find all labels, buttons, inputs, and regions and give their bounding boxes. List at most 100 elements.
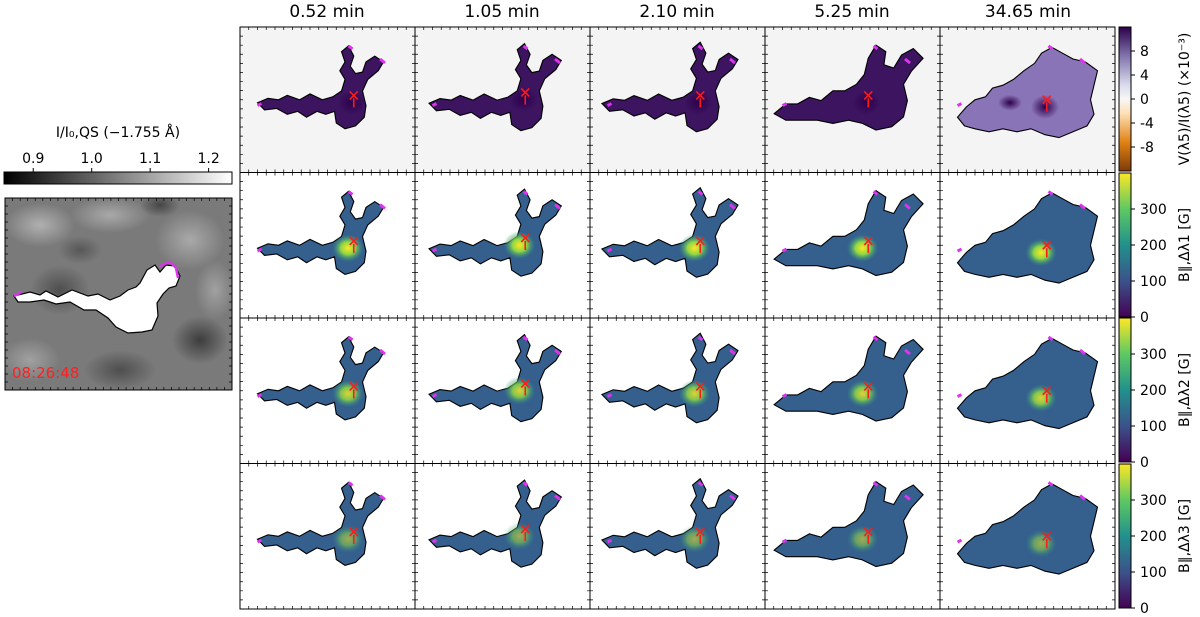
field-core — [332, 234, 364, 263]
field-core — [503, 522, 536, 551]
panel-r1-c3 — [764, 172, 941, 319]
colorbar-0-tick-0: 8 — [1140, 44, 1149, 60]
colorbar-0-tick-4: -8 — [1140, 140, 1154, 156]
edge-fragment — [781, 335, 911, 398]
marker-cross — [520, 233, 530, 250]
signal-core — [1031, 95, 1059, 120]
context-colorbar — [3, 171, 233, 185]
colorbar-2-tick-3: 0 — [1140, 455, 1149, 471]
panel-r0-c2 — [589, 26, 766, 173]
colorbar-field-3: 300 200 100 0 B∥,Δλ3 [G] — [1118, 463, 1193, 617]
colorbar-field-2-label: B∥,Δλ2 [G] — [1177, 353, 1193, 427]
marker-cross — [1042, 95, 1052, 112]
panel-ticks — [414, 463, 591, 610]
signal-core — [998, 94, 1022, 111]
panel-r0-c0 — [239, 26, 416, 173]
colorbar-stokes-v-label: V(λ5)/I(λ5) (×10⁻³) — [1177, 33, 1193, 166]
context-colorbar-tick-2: 1.1 — [139, 151, 161, 167]
column-title-0: 0.52 min — [289, 2, 364, 22]
context-colorbar-tick-1: 1.0 — [81, 151, 103, 167]
panel-ticks — [939, 317, 1116, 464]
context-image-panel: 08:26:48 — [4, 197, 233, 391]
panel-ticks — [414, 26, 591, 173]
colorbar-0-tick-3: -4 — [1140, 116, 1154, 132]
edge-fragment — [956, 44, 1086, 107]
edge-fragment — [781, 44, 911, 107]
panel-r3-c4 — [939, 463, 1116, 610]
column-title-3: 5.25 min — [814, 2, 889, 22]
colorbar-field-2-bar — [1118, 317, 1132, 463]
field-core — [503, 231, 536, 260]
marker-cross — [1042, 531, 1052, 549]
marker-cross — [695, 527, 705, 544]
panel-ticks — [764, 172, 941, 319]
colorbar-field-3-label: B∥,Δλ3 [G] — [1177, 499, 1193, 573]
context-colorbar-tick-0: 0.9 — [22, 151, 44, 167]
panel-r3-c3 — [764, 463, 941, 610]
edge-fragment — [431, 190, 561, 253]
signal-core — [509, 87, 538, 112]
column-title-2: 2.10 min — [639, 2, 714, 22]
panel-ticks — [239, 26, 416, 173]
signal-core — [852, 90, 881, 115]
edge-fragment — [956, 481, 1086, 544]
marker-cross — [863, 90, 873, 108]
panel-ticks — [764, 26, 941, 173]
colorbar-1-tick-3: 0 — [1140, 310, 1149, 326]
field-core — [846, 379, 879, 408]
colorbar-3-tick-0: 300 — [1140, 493, 1167, 509]
marker-cross — [1042, 386, 1052, 403]
edge-fragment — [606, 190, 736, 253]
panel-ticks — [239, 317, 416, 464]
field-core — [1025, 238, 1057, 267]
panel-r1-c0 — [239, 172, 416, 319]
marker-cross — [349, 90, 359, 108]
colorbar-1-tick-2: 100 — [1140, 274, 1167, 290]
marker-cross — [349, 236, 359, 253]
signal-core — [684, 90, 713, 115]
colorbar-field-1-bar — [1118, 172, 1132, 318]
panel-ticks — [939, 463, 1116, 610]
column-title-4: 34.65 min — [985, 2, 1071, 22]
region-contour — [773, 189, 924, 277]
panel-r1-c4 — [939, 172, 1116, 319]
colorbar-2-tick-1: 200 — [1140, 383, 1167, 399]
panel-r3-c1 — [414, 463, 591, 610]
field-core — [503, 376, 536, 405]
field-core — [332, 379, 364, 408]
marker-cross — [695, 236, 705, 253]
edge-fragment — [781, 190, 911, 253]
marker-cross — [863, 527, 873, 544]
panel-r2-c2 — [589, 317, 766, 464]
colorbar-stokes-v-bar — [1118, 26, 1132, 172]
marker-cross — [863, 236, 873, 253]
context-bright-region — [13, 264, 181, 334]
colorbar-0-tick-2: 0 — [1140, 92, 1149, 108]
panel-ticks — [414, 172, 591, 319]
colorbar-field-1-ticks: 300 200 100 0 — [1131, 202, 1167, 326]
panel-ticks — [939, 26, 1116, 173]
edge-fragment — [431, 44, 561, 107]
panel-ticks — [589, 26, 766, 173]
edge-fragment — [781, 481, 911, 544]
panel-r2-c1 — [414, 317, 591, 464]
field-core — [1025, 529, 1057, 558]
panel-ticks — [764, 317, 941, 464]
marker-cross — [520, 378, 530, 396]
field-core — [1025, 384, 1057, 413]
marker-cross — [695, 90, 705, 108]
region-contour — [956, 192, 1099, 284]
context-colorbar-label: I/I₀,QS (−1.755 Å) — [56, 124, 180, 141]
edge-fragment — [256, 481, 386, 544]
region-contour — [956, 46, 1099, 139]
panel-ticks — [414, 317, 591, 464]
field-core — [846, 234, 879, 263]
edge-fragment — [431, 335, 561, 398]
panel-r1-c1 — [414, 172, 591, 319]
colorbar-field-1-label: B∥,Δλ1 [G] — [1177, 208, 1193, 282]
context-frame-ticks — [4, 197, 233, 391]
colorbar-2-tick-0: 300 — [1140, 347, 1167, 363]
marker-cross — [520, 87, 530, 105]
marker-cross — [1042, 240, 1052, 258]
